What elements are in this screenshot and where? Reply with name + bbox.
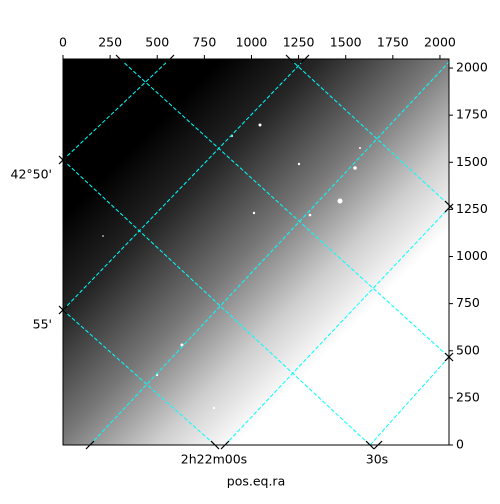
ra-tick-label: 30s bbox=[366, 452, 388, 467]
world-ticks bbox=[58, 54, 454, 450]
y-tick-label: 1250 bbox=[456, 201, 488, 216]
y-tick-label: 1000 bbox=[456, 248, 488, 263]
frame bbox=[62, 58, 450, 446]
x-tick-label: 250 bbox=[98, 35, 122, 50]
dec-tick-label: 55' bbox=[33, 317, 52, 332]
y-tick-label: 1500 bbox=[456, 154, 488, 169]
x-tick-label: 0 bbox=[59, 35, 67, 50]
x-tick-label: 500 bbox=[145, 35, 169, 50]
world-grid bbox=[63, 59, 449, 445]
image bbox=[63, 59, 449, 445]
y-tick-label: 0 bbox=[456, 437, 464, 452]
x-tick-label: 1250 bbox=[283, 35, 315, 50]
y-tick-label: 750 bbox=[456, 295, 480, 310]
stars bbox=[102, 123, 361, 410]
x-tick-label: 750 bbox=[192, 35, 216, 50]
x-axis-label: pos.eq.ra bbox=[227, 474, 285, 489]
x-tick-label: 1500 bbox=[330, 35, 362, 50]
x-tick-label: 1000 bbox=[236, 35, 268, 50]
x-tick-label: 1750 bbox=[377, 35, 409, 50]
ra-tick-label: 2h22m00s bbox=[181, 452, 247, 467]
dec-tick-label: 42°50' bbox=[11, 167, 53, 182]
y-tick-label: 250 bbox=[456, 389, 480, 404]
y-tick-label: 500 bbox=[456, 342, 480, 357]
y-tick-label: 1750 bbox=[456, 107, 488, 122]
x-tick-label: 2000 bbox=[424, 35, 456, 50]
y-tick-label: 2000 bbox=[456, 60, 488, 75]
